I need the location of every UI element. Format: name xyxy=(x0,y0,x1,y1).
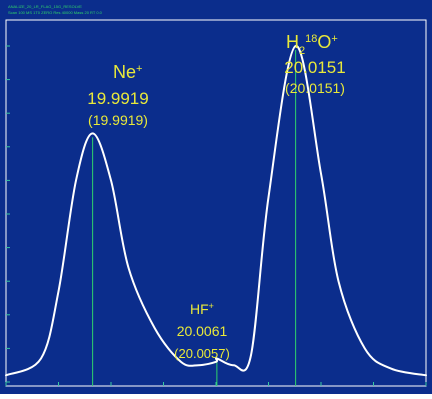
peak-h2o-ion-label: H218O+ xyxy=(286,32,338,57)
peak-ne-ion-base: Ne xyxy=(113,62,136,82)
peak-hf-theoretical: (20.0057) xyxy=(174,346,230,361)
header-line-1: ANALIZE_20_LR_FLAG_15G_RESOLVE xyxy=(8,4,82,9)
peak-annotations: Ne+ 19.9919 (19.9919) HF+ 20.0061 (20.00… xyxy=(87,32,345,361)
peak-hf-charge: + xyxy=(209,301,214,311)
peak-marker-lines xyxy=(92,50,297,386)
peak-h2o-ion-tail: O xyxy=(317,32,331,52)
peak-h2o-measured: 20.0151 xyxy=(284,58,345,77)
peak-ne-measured: 19.9919 xyxy=(87,89,148,108)
peak-h2o-ion-prefix: H xyxy=(286,32,299,52)
peak-h2o-ion-sub: 2 xyxy=(299,45,305,57)
peak-h2o-ion-sup-mass: 18 xyxy=(305,33,317,45)
peak-h2o-charge: + xyxy=(331,33,337,45)
peak-hf-ion-label: HF+ xyxy=(190,301,214,317)
peak-ne-theoretical: (19.9919) xyxy=(88,112,148,128)
peak-hf-ion-base: HF xyxy=(190,301,209,317)
header-line-2: Scan 100 MS 1T0 ZERO Res 40000 Mass 20 R… xyxy=(8,10,103,15)
peak-ne-ion-label: Ne+ xyxy=(113,62,142,82)
peak-h2o-theoretical: (20.0151) xyxy=(285,80,345,96)
peak-hf-measured: 20.0061 xyxy=(177,323,228,339)
x-axis-ticks xyxy=(5,382,427,386)
y-axis-ticks xyxy=(6,45,10,383)
spectrum-trace xyxy=(5,44,427,377)
peak-ne-charge: + xyxy=(136,63,142,75)
